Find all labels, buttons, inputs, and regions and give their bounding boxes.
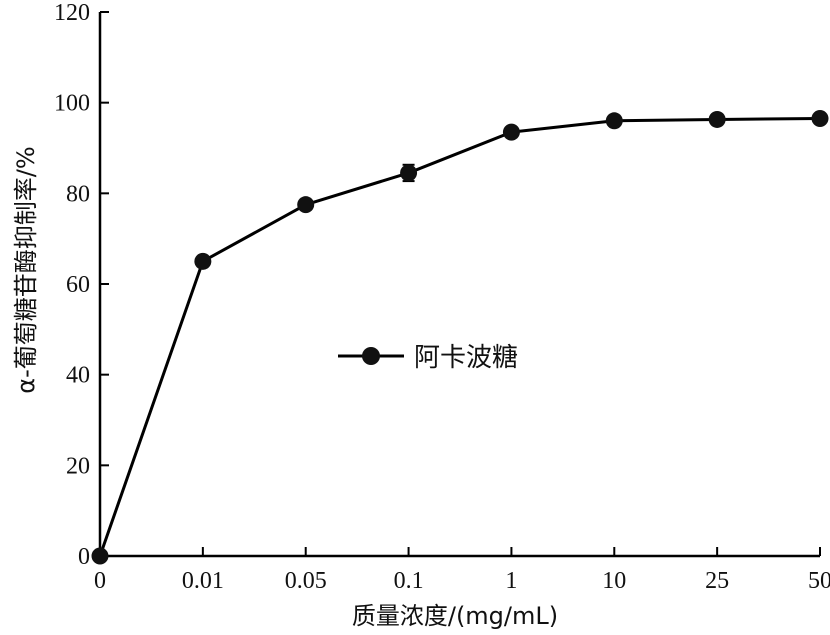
y-tick-label: 100 xyxy=(54,91,90,117)
data-point xyxy=(811,110,829,128)
y-axis-title: α-葡萄糖苷酶抑制率/% xyxy=(12,146,40,393)
x-tick-label: 25 xyxy=(705,568,729,594)
y-tick-label: 120 xyxy=(54,0,90,26)
x-tick-label: 0.05 xyxy=(285,568,327,594)
series-layer xyxy=(91,110,829,565)
data-point xyxy=(297,196,315,214)
data-point xyxy=(708,110,726,128)
data-point xyxy=(605,112,623,130)
x-tick-label: 50 xyxy=(808,568,830,594)
x-tick-label: 1 xyxy=(505,568,517,594)
x-ticks: 0 0.01 0.05 0.1 1 10 25 50 xyxy=(94,547,830,594)
y-tick-label: 80 xyxy=(66,181,90,207)
data-point xyxy=(91,547,109,565)
legend-label: 阿卡波糖 xyxy=(414,343,518,373)
x-tick-label: 0.1 xyxy=(394,568,424,594)
data-point xyxy=(194,252,212,270)
data-point xyxy=(400,164,418,182)
legend: 阿卡波糖 xyxy=(338,343,518,373)
axes xyxy=(98,12,820,558)
series-line xyxy=(98,117,821,557)
x-tick-label: 10 xyxy=(602,568,626,594)
data-point xyxy=(502,123,520,141)
y-tick-label: 20 xyxy=(66,453,90,479)
x-tick-label: 0.01 xyxy=(182,568,224,594)
y-tick-label: 60 xyxy=(66,272,90,298)
y-ticks: 0 20 40 60 80 100 120 xyxy=(54,0,109,570)
y-tick-label: 0 xyxy=(78,544,90,570)
y-tick-label: 40 xyxy=(66,363,90,389)
x-axis-title: 质量浓度/(mg/mL) xyxy=(352,602,558,630)
legend-marker xyxy=(362,347,380,365)
x-tick-label: 0 xyxy=(94,568,106,594)
